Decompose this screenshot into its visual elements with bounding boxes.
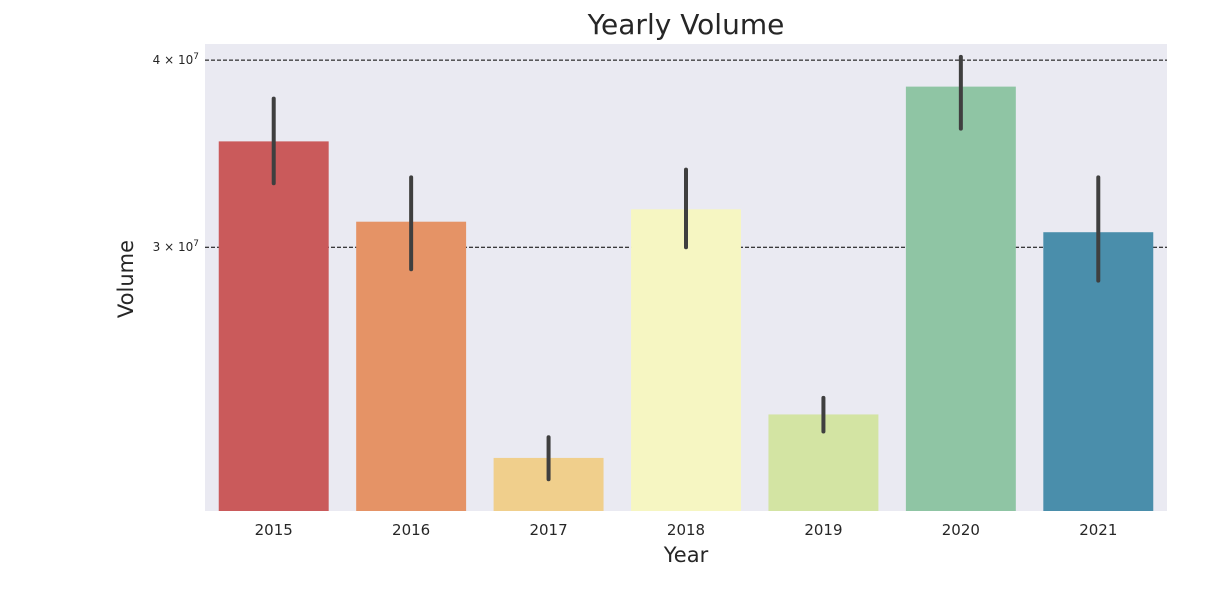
bar-2015	[218, 141, 329, 511]
y-axis-label: Volume	[114, 240, 138, 318]
x-tick-label: 2015	[255, 521, 293, 539]
x-axis-label: Year	[663, 543, 709, 567]
y-tick-label: 3 × 107	[153, 239, 199, 254]
x-tick-label: 2020	[942, 521, 980, 539]
bar-2018	[631, 209, 741, 511]
error-bars	[271, 54, 1101, 482]
x-tick-label: 2021	[1079, 521, 1117, 539]
x-tick-label: 2017	[529, 521, 567, 539]
bar-2020	[905, 86, 1016, 512]
bars	[218, 86, 1154, 512]
x-tick-label: 2018	[667, 521, 705, 539]
y-tick-labels: 3 × 107 4 × 107	[153, 52, 199, 254]
x-tick-label: 2019	[804, 521, 842, 539]
y-tick-label: 4 × 107	[153, 52, 199, 67]
chart-title: Yearly Volume	[587, 8, 785, 41]
x-tick-labels: 2015 2016 2017 2018 2019 2020 2021	[255, 521, 1118, 539]
x-tick-label: 2016	[392, 521, 430, 539]
